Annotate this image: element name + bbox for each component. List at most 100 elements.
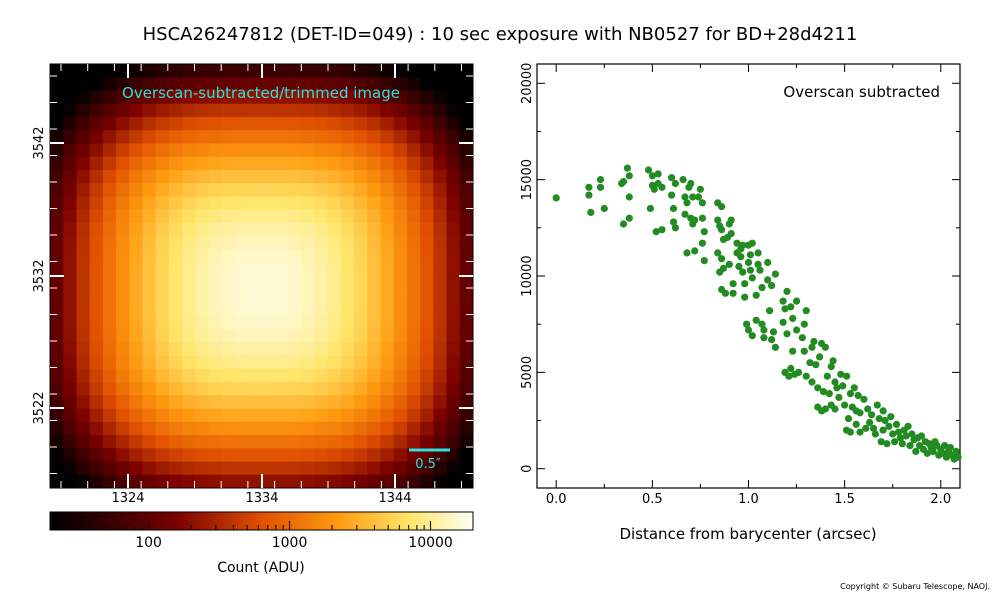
scatter-point — [696, 185, 705, 193]
heatmap-cell — [287, 302, 302, 317]
heatmap-cell — [248, 223, 262, 237]
heatmap-cell — [261, 329, 276, 343]
heatmap-cell — [340, 103, 355, 118]
heatmap-cell — [380, 143, 395, 158]
heatmap-cell — [433, 408, 447, 423]
heatmap-cell — [340, 474, 355, 489]
heatmap-cell — [129, 302, 143, 317]
scatter-point — [739, 241, 747, 249]
heatmap-cell — [420, 382, 434, 396]
heatmap-cell — [63, 196, 77, 211]
scatter-point — [881, 416, 889, 425]
heatmap-cell — [367, 395, 381, 409]
heatmap-cell — [208, 448, 223, 462]
heatmap-cell — [195, 474, 210, 489]
heatmap-cell — [459, 435, 474, 449]
heatmap-cell — [446, 262, 461, 277]
heatmap-cell — [354, 395, 368, 409]
heatmap-cell — [287, 474, 302, 489]
heatmap-cell — [208, 421, 223, 436]
heatmap-cell — [50, 276, 64, 290]
scatter-point — [800, 320, 808, 328]
heatmap-cell — [433, 315, 447, 330]
heatmap-cell — [208, 342, 223, 356]
heatmap-cell — [406, 395, 421, 409]
heatmap-cell — [314, 435, 328, 449]
scatter-point — [806, 359, 814, 367]
heatmap-cell — [301, 408, 315, 423]
heatmap-cell — [182, 143, 196, 158]
heatmap-cell — [102, 223, 117, 237]
heatmap-cell — [63, 276, 77, 290]
heatmap-cell — [314, 262, 328, 277]
scatter-point — [802, 372, 810, 380]
heatmap-cell — [393, 461, 408, 476]
heatmap-cell — [261, 395, 276, 409]
scatter-point — [852, 420, 860, 428]
heatmap-cell — [367, 249, 381, 264]
heatmap-cell — [50, 209, 64, 224]
heatmap-cell — [274, 382, 289, 396]
heatmap-cell — [287, 90, 302, 105]
heatmap-cell — [380, 236, 395, 250]
heatmap-cell — [168, 276, 183, 290]
heatmap-cell — [155, 223, 170, 237]
heatmap-cell — [63, 117, 77, 131]
heatmap-cell — [116, 249, 130, 264]
scatter-point — [898, 440, 906, 448]
heatmap-cell — [327, 329, 342, 343]
heatmap-cell — [459, 223, 474, 237]
heatmap-cell — [116, 156, 130, 171]
heatmap-cell — [274, 64, 289, 78]
heatmap-cell — [367, 223, 381, 237]
scatter-point — [714, 249, 722, 257]
heatmap-cell — [433, 77, 447, 91]
heatmap-cell — [129, 117, 143, 131]
scatter-point — [856, 428, 864, 436]
heatmap-cell — [89, 421, 104, 436]
scatter-point — [837, 370, 845, 378]
heatmap-cell — [248, 355, 262, 370]
scatter-point — [718, 226, 726, 234]
heatmap-cell — [367, 117, 381, 131]
heatmap-cell — [102, 183, 117, 197]
heatmap-cell — [129, 249, 143, 264]
heatmap-cell — [420, 196, 434, 211]
heatmap-cell — [446, 90, 461, 105]
heatmap-cell — [142, 156, 157, 171]
heatmap-cell — [50, 262, 64, 277]
heatmap-cell — [195, 209, 210, 224]
heatmap-cell — [50, 223, 64, 237]
heatmap-cell — [301, 448, 315, 462]
heatmap-cell — [274, 236, 289, 250]
heatmap-cell — [301, 170, 315, 184]
heatmap-cell — [314, 209, 328, 224]
heatmap-cell — [446, 156, 461, 171]
heatmap-cell — [195, 223, 210, 237]
heatmap-cell — [50, 315, 64, 330]
heatmap-cell — [182, 196, 196, 211]
heatmap-cell — [235, 382, 249, 396]
scatter-point — [741, 280, 749, 288]
scatter-point — [746, 251, 755, 259]
heatmap-cell — [393, 408, 408, 423]
heatmap-cell — [340, 196, 355, 211]
heatmap-cell — [208, 262, 223, 277]
heatmap-cell — [340, 448, 355, 462]
heatmap-cell — [261, 223, 276, 237]
heatmap-cell — [195, 355, 210, 370]
heatmap-cell — [155, 395, 170, 409]
heatmap-cell — [420, 315, 434, 330]
heatmap-cell — [102, 302, 117, 317]
heatmap-cell — [327, 103, 342, 118]
scatter-point — [671, 224, 680, 232]
heatmap-cell — [208, 143, 223, 158]
heatmap-cell — [235, 117, 249, 131]
heatmap-cell — [287, 209, 302, 224]
scatter-point — [787, 303, 795, 311]
heatmap-cell — [182, 90, 196, 105]
heatmap-cell — [261, 421, 276, 436]
heatmap-cell — [261, 355, 276, 370]
scatter-point — [841, 401, 849, 409]
heatmap-cell — [129, 183, 143, 197]
